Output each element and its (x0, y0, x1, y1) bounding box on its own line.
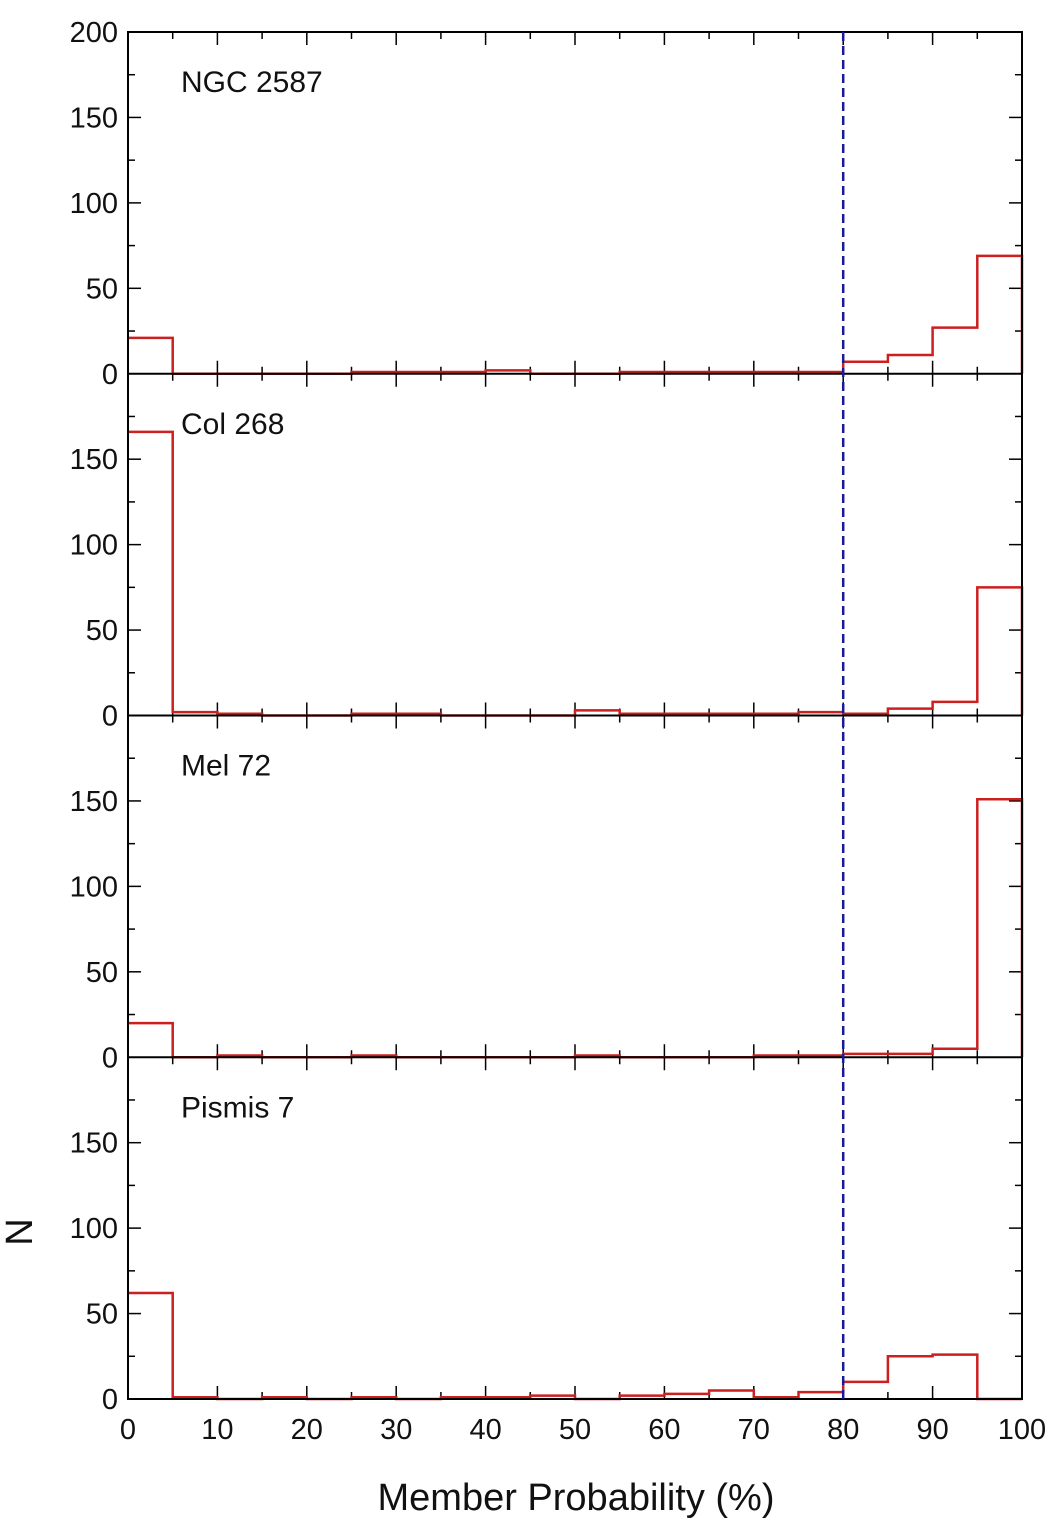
x-tick-label: 60 (648, 1414, 680, 1446)
y-tick-label: 150 (70, 444, 118, 476)
x-tick-label: 80 (827, 1414, 859, 1446)
y-tick-label: 50 (86, 1299, 118, 1331)
plot-frame (127, 31, 1023, 1400)
panel-label: Pismis 7 (181, 1091, 294, 1124)
y-tick-label: 0 (102, 701, 118, 733)
histogram-step-series (128, 254, 1024, 375)
x-tick-label: 40 (469, 1414, 501, 1446)
x-axis-title: Member Probability (%) (378, 1477, 775, 1519)
x-tick-label: 70 (738, 1414, 770, 1446)
y-tick-label: 0 (102, 1042, 118, 1074)
panel-label: NGC 2587 (181, 66, 323, 99)
y-tick-label: 0 (102, 1384, 118, 1416)
x-tick-label: 20 (291, 1414, 323, 1446)
x-tick-label: 30 (380, 1414, 412, 1446)
y-tick-label: 50 (86, 957, 118, 989)
y-tick-label: 150 (70, 786, 118, 818)
histogram-step-series (128, 1291, 1022, 1401)
y-tick-label: 100 (70, 188, 118, 220)
y-tick-label: 150 (70, 1128, 118, 1160)
y-tick-label: 0 (102, 359, 118, 391)
x-tick-label: 100 (998, 1414, 1046, 1446)
histogram-step-series (128, 797, 1024, 1059)
x-tick-label: 50 (559, 1414, 591, 1446)
x-tick-label: 0 (120, 1414, 136, 1446)
histogram-step-series (128, 430, 1024, 717)
y-tick-label: 150 (70, 102, 118, 134)
y-axis-title: N (0, 1218, 41, 1245)
y-tick-label: 100 (70, 871, 118, 903)
panel-label: Mel 72 (181, 750, 271, 783)
y-tick-label: 50 (86, 273, 118, 305)
y-tick-label: 50 (86, 615, 118, 647)
x-tick-label: 90 (916, 1414, 948, 1446)
panel-label: Col 268 (181, 408, 284, 441)
y-tick-label: 100 (70, 1213, 118, 1245)
x-tick-label: 10 (201, 1414, 233, 1446)
y-tick-label: 200 (70, 17, 118, 49)
y-tick-label: 100 (70, 530, 118, 562)
